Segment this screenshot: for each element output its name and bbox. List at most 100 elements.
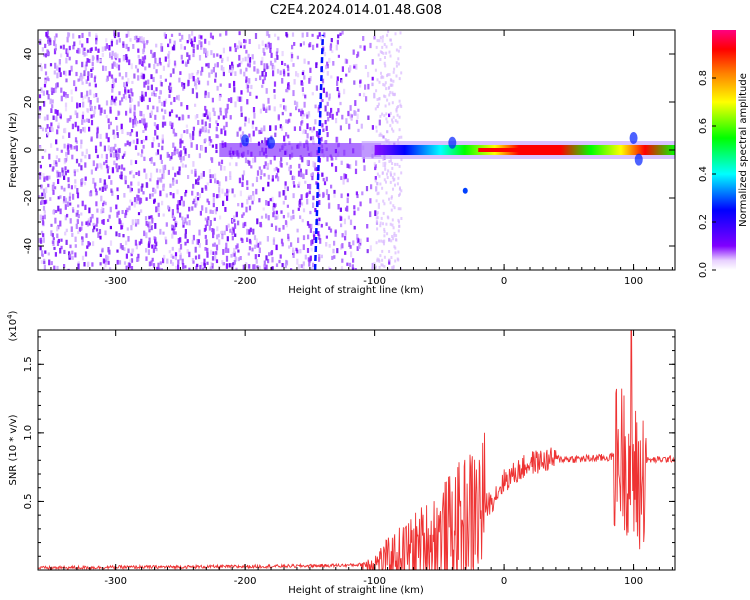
noise-cell (326, 101, 329, 107)
noise-cell (158, 99, 161, 104)
noise-cell (395, 48, 398, 52)
colorbar-tick-label: 0.0 (698, 262, 709, 278)
noise-cell (391, 91, 394, 95)
noise-cell (109, 206, 112, 213)
noise-cell (89, 192, 92, 197)
noise-cell (142, 37, 145, 41)
noise-cell (268, 34, 271, 38)
noise-cell (134, 239, 137, 246)
noise-cell (153, 162, 156, 166)
noise-cell (380, 239, 383, 243)
noise-cell (182, 200, 185, 207)
noise-cell (77, 231, 80, 235)
noise-cell (129, 97, 132, 103)
noise-cell (337, 90, 341, 96)
noise-cell (157, 142, 160, 148)
noise-cell (205, 109, 208, 116)
noise-cell (195, 265, 198, 270)
noise-cell (111, 88, 114, 93)
noise-cell (387, 30, 390, 34)
noise-cell (142, 139, 145, 143)
noise-cell (229, 171, 232, 177)
noise-cell (39, 41, 42, 45)
noise-cell (201, 66, 204, 73)
noise-cell (172, 128, 175, 134)
noise-cell (265, 255, 268, 261)
noise-cell (199, 265, 202, 270)
noise-cell (49, 98, 52, 105)
noise-cell (227, 98, 230, 102)
noise-cell (76, 192, 80, 199)
noise-cell (125, 240, 128, 246)
noise-cell (179, 38, 182, 42)
noise-cell (127, 78, 130, 84)
noise-cell (383, 43, 386, 46)
noise-cell (231, 61, 234, 66)
noise-cell (136, 195, 139, 201)
noise-cell (289, 170, 292, 175)
noise-cell (271, 63, 274, 67)
heatmap-main-ridge (219, 132, 675, 194)
noise-cell (283, 105, 286, 110)
noise-cell (51, 91, 54, 96)
noise-cell (355, 63, 358, 70)
noise-cell (139, 110, 142, 117)
noise-cell (216, 180, 219, 185)
noise-cell (80, 165, 83, 171)
noise-cell (170, 101, 173, 105)
noise-cell (111, 63, 114, 69)
noise-cell (295, 247, 298, 252)
noise-cell (400, 105, 403, 108)
noise-cell (373, 262, 376, 266)
noise-cell (115, 157, 119, 161)
noise-cell (131, 92, 134, 97)
colorbar-ticks: 0.00.20.40.60.8 (698, 70, 716, 278)
noise-cell (81, 255, 85, 261)
noise-cell (353, 225, 356, 230)
noise-cell (301, 71, 304, 76)
noise-cell (327, 194, 330, 201)
noise-cell (75, 212, 78, 217)
noise-cell (41, 219, 45, 225)
noise-cell (378, 265, 381, 269)
noise-cell (247, 117, 250, 124)
noise-cell (384, 81, 387, 85)
noise-cell (42, 188, 46, 193)
noise-cell (207, 129, 210, 134)
noise-cell (197, 175, 201, 181)
noise-cell (137, 38, 140, 43)
noise-cell (150, 260, 153, 266)
noise-cell (71, 207, 75, 211)
noise-cell (80, 158, 83, 163)
noise-cell (154, 93, 157, 97)
noise-cell (263, 264, 266, 270)
noise-cell (141, 38, 144, 44)
noise-cell (170, 155, 173, 160)
noise-cell (130, 159, 133, 166)
noise-cell (130, 88, 133, 94)
heatmap-plot-area (38, 30, 675, 270)
noise-cell (317, 132, 320, 139)
noise-cell (266, 63, 269, 70)
noise-cell (336, 39, 339, 45)
noise-cell (307, 257, 310, 262)
noise-cell (55, 209, 58, 213)
noise-cell (133, 119, 137, 125)
noise-cell (240, 134, 243, 140)
noise-cell (113, 61, 117, 67)
noise-cell (108, 214, 111, 219)
noise-cell (306, 159, 309, 166)
noise-cell (181, 163, 184, 168)
noise-cell (150, 110, 153, 116)
noise-cell (166, 258, 169, 264)
noise-cell (325, 189, 329, 196)
noise-cell (40, 89, 43, 93)
noise-cell (302, 261, 305, 266)
noise-cell (145, 173, 148, 180)
ridge-blob (634, 153, 643, 166)
noise-cell (171, 166, 175, 171)
noise-cell (351, 264, 354, 270)
noise-cell (388, 93, 391, 97)
noise-cell (156, 266, 159, 270)
noise-cell (164, 121, 167, 126)
